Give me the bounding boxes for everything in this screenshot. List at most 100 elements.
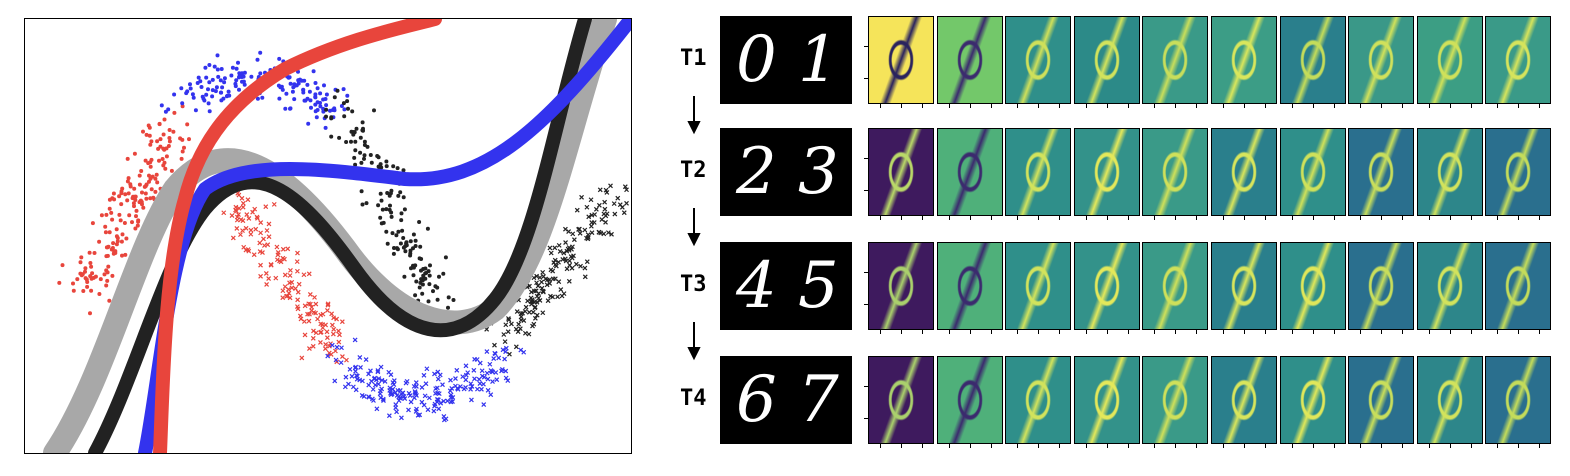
filter-map bbox=[1211, 16, 1277, 104]
axis-tick bbox=[1223, 330, 1224, 334]
axis-tick bbox=[1085, 104, 1087, 108]
scatter-dot bbox=[207, 109, 212, 114]
axis-tick bbox=[1497, 330, 1499, 334]
scatter-dot bbox=[358, 150, 363, 155]
scatter-dot bbox=[219, 67, 224, 71]
axis-tick bbox=[1360, 104, 1362, 108]
scatter-dot bbox=[139, 169, 144, 173]
scatter-cross bbox=[558, 287, 564, 293]
scatter-dot bbox=[395, 166, 400, 171]
scatter-dot bbox=[359, 189, 364, 194]
scatter-cross bbox=[315, 316, 320, 322]
scatter-dot bbox=[315, 108, 320, 112]
scatter-dot bbox=[119, 191, 124, 196]
scatter-dot bbox=[158, 137, 163, 142]
scatter-cross bbox=[530, 309, 536, 315]
scatter-cross bbox=[301, 319, 307, 324]
scatter-cross bbox=[474, 357, 480, 362]
scatter-dot bbox=[362, 153, 367, 158]
scatter-cross bbox=[347, 366, 353, 372]
scatter-cross bbox=[258, 220, 264, 226]
scatter-dot bbox=[346, 106, 350, 111]
scatter-cross bbox=[239, 195, 245, 201]
scatter-cross bbox=[266, 276, 272, 281]
scatter-dot bbox=[411, 263, 415, 268]
axis-tick bbox=[990, 104, 992, 108]
scatter-cross bbox=[240, 200, 246, 206]
axis-tick bbox=[1127, 330, 1129, 334]
scatter-cross bbox=[366, 394, 372, 400]
scatter-dot bbox=[260, 95, 265, 100]
axis-tick bbox=[1059, 330, 1061, 334]
scatter-cross bbox=[582, 227, 588, 233]
scatter-cross bbox=[423, 381, 429, 387]
filter-map bbox=[1485, 242, 1552, 330]
scatter-dot bbox=[372, 108, 376, 113]
scatter-cross bbox=[261, 243, 267, 248]
scatter-dot bbox=[132, 186, 137, 191]
scatter-cross bbox=[246, 216, 252, 221]
scatter-dot bbox=[172, 92, 177, 97]
scatter-dot bbox=[431, 289, 435, 294]
scatter-dot bbox=[114, 227, 119, 232]
axis-tick bbox=[1449, 104, 1451, 108]
scatter-dot bbox=[134, 208, 139, 213]
scatter-dot bbox=[130, 196, 135, 201]
axis-tick bbox=[922, 444, 923, 448]
scatter-cross bbox=[318, 312, 324, 318]
scatter-cross bbox=[357, 377, 363, 383]
filter-map bbox=[1279, 356, 1346, 444]
scatter-dot bbox=[106, 264, 111, 269]
scatter-cross bbox=[238, 217, 244, 222]
filter-map bbox=[1416, 16, 1483, 104]
scatter-dot bbox=[149, 187, 154, 192]
scatter-cross bbox=[496, 355, 502, 361]
scatter-cross bbox=[596, 202, 602, 208]
axis-tick bbox=[1470, 104, 1472, 108]
scatter-dot bbox=[446, 295, 451, 300]
scatter-cross bbox=[539, 279, 544, 285]
scatter-dot bbox=[83, 266, 88, 271]
red-boundary-curve bbox=[153, 19, 442, 453]
axis-tick bbox=[1428, 216, 1430, 220]
filter-map bbox=[1416, 128, 1483, 216]
scatter-dot bbox=[71, 281, 75, 286]
scatter-cross bbox=[337, 332, 342, 338]
scatter-dot bbox=[421, 275, 426, 280]
scatter-cross bbox=[547, 245, 553, 251]
scatter-dot bbox=[391, 164, 396, 169]
scatter-dot bbox=[230, 65, 235, 70]
scatter-dot bbox=[137, 182, 142, 187]
axis-tick bbox=[1381, 444, 1383, 448]
scatter-dot bbox=[384, 229, 389, 234]
scatter-dot bbox=[146, 161, 151, 166]
scatter-dot bbox=[85, 280, 90, 284]
scatter-cross bbox=[485, 387, 491, 393]
scatter-cross bbox=[324, 307, 330, 313]
scatter-cross bbox=[331, 326, 337, 332]
task-label: T3 bbox=[680, 272, 707, 297]
scatter-dot bbox=[226, 89, 231, 94]
scatter-cross bbox=[318, 330, 323, 336]
scatter-dot bbox=[79, 255, 84, 260]
scatter-dot bbox=[144, 196, 149, 201]
scatter-dot bbox=[299, 78, 304, 83]
filter-map bbox=[1073, 16, 1140, 104]
scatter-cross bbox=[537, 275, 543, 280]
scatter-dot bbox=[384, 159, 389, 164]
scatter-cross bbox=[487, 361, 493, 367]
filter-map bbox=[1142, 128, 1209, 216]
axis-tick bbox=[1085, 444, 1087, 448]
scatter-dot bbox=[117, 194, 122, 199]
scatter-dot bbox=[167, 128, 172, 132]
scatter-cross bbox=[258, 262, 263, 268]
scatter-dot bbox=[196, 75, 201, 80]
scatter-dot bbox=[390, 231, 395, 236]
axis-tick bbox=[1360, 330, 1362, 334]
scatter-dot bbox=[114, 234, 119, 239]
scatter-cross bbox=[390, 386, 396, 392]
scatter-dot bbox=[214, 85, 219, 90]
scatter-cross bbox=[552, 245, 558, 251]
scatter-cross bbox=[447, 388, 453, 394]
scatter-cross bbox=[313, 330, 319, 336]
